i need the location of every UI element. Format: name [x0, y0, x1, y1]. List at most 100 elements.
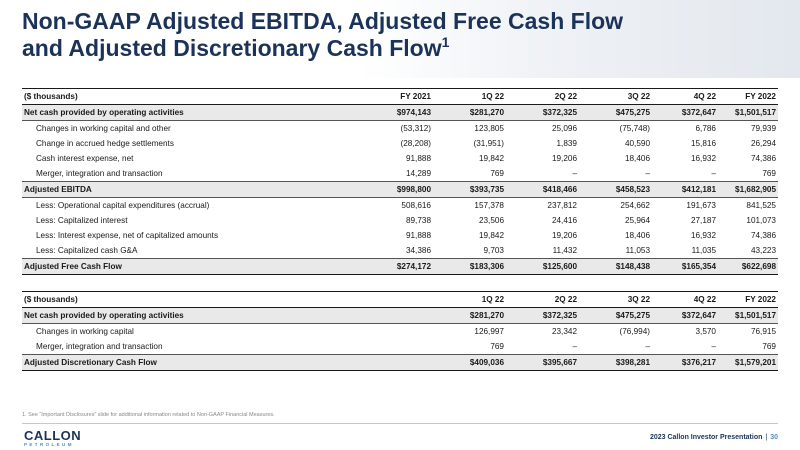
cell: 24,416 [551, 216, 577, 225]
cell: 79,939 [750, 124, 776, 133]
cell: $418,466 [506, 181, 579, 198]
cell: $281,270 [433, 104, 506, 121]
cell: $372,647 [652, 104, 718, 121]
cell: 3,570 [695, 327, 717, 336]
cell: $165,354 [652, 258, 718, 275]
cell: 23,342 [551, 327, 577, 336]
discretionary-cash-flow-table: ($ thousands) 1Q 22 2Q 22 3Q 22 4Q 22 FY 2022… [22, 291, 778, 371]
header-row: ($ thousands) 1Q 22 2Q 22 3Q 22 4Q 22 FY 2022 [22, 291, 778, 308]
cell: 769 [762, 342, 776, 351]
row-label: Less: Capitalized interest [36, 216, 128, 225]
cell: 18,406 [624, 231, 650, 240]
table-row: Adjusted Free Cash Flow $274,172 $183,306 $… [22, 258, 778, 275]
cell: $974,143 [340, 104, 433, 121]
table-row: Cash interest expense, net 91,888 19,842 19… [22, 151, 778, 166]
cell: 19,842 [478, 154, 504, 163]
cell: $372,647 [652, 307, 718, 324]
table-row: Less: Operational capital expenditures (… [22, 198, 778, 214]
cell: 76,915 [750, 327, 776, 336]
cell: 19,206 [551, 231, 577, 240]
empty-cell [340, 307, 433, 324]
cell: 841,525 [746, 201, 776, 210]
separator: | [765, 434, 768, 441]
cell: $1,501,517 [718, 104, 778, 121]
cell: 91,888 [405, 231, 431, 240]
cell: (75,748) [619, 124, 651, 133]
cell: – [711, 169, 716, 178]
table-row: Merger, integration and transaction 769 – –… [22, 339, 778, 355]
cell: $372,325 [506, 307, 579, 324]
cell: (28,208) [400, 139, 432, 148]
cell: 14,289 [405, 169, 431, 178]
cell: 25,096 [551, 124, 577, 133]
cell: 25,964 [624, 216, 650, 225]
row-label: Adjusted EBITDA [22, 181, 340, 198]
logo: CALLON PETROLEUM [24, 429, 81, 448]
slide-title: Non-GAAP Adjusted EBITDA, Adjusted Free … [22, 8, 623, 62]
cell: 126,997 [474, 327, 504, 336]
column-header: FY 2021 [340, 88, 433, 105]
column-header: FY 2022 [718, 291, 778, 308]
cell: 23,506 [478, 216, 504, 225]
footer: 2023 Callon Investor Presentation | 30 [650, 434, 778, 441]
cell: 191,673 [686, 201, 716, 210]
cell: $148,438 [579, 258, 652, 275]
row-label: Less: Operational capital expenditures (… [36, 201, 210, 210]
cell: 11,432 [552, 246, 577, 255]
row-label: Merger, integration and transaction [36, 169, 163, 178]
row-label: Change in accrued hedge settlements [36, 139, 174, 148]
row-label: Merger, integration and transaction [36, 342, 163, 351]
footer-text: 2023 Callon Investor Presentation [649, 434, 763, 441]
cell: 89,738 [405, 216, 431, 225]
column-header: 2Q 22 [506, 291, 579, 308]
page-number: 30 [770, 434, 778, 441]
cell: (53,312) [400, 124, 432, 133]
table-row: Merger, integration and transaction 14,28… [22, 166, 778, 182]
table-row: Changes in working capital 126,997 23,342 (… [22, 324, 778, 340]
column-header: 1Q 22 [433, 291, 506, 308]
cell: – [572, 342, 577, 351]
title-line: Non-GAAP Adjusted EBITDA, Adjusted Free … [22, 8, 624, 34]
cell: 40,590 [624, 139, 650, 148]
cell: 19,842 [478, 231, 504, 240]
cell: $125,600 [506, 258, 579, 275]
cell: $183,306 [433, 258, 506, 275]
cell: 26,294 [750, 139, 776, 148]
cell: 15,816 [690, 139, 716, 148]
cell: 237,812 [547, 201, 577, 210]
column-header: FY 2022 [718, 88, 778, 105]
cell: $376,217 [652, 354, 718, 371]
empty-cell [340, 354, 433, 371]
table-row: Less: Capitalized interest 89,738 23,506 24… [22, 213, 778, 228]
column-header: 1Q 22 [433, 88, 506, 105]
cell: $395,667 [506, 354, 579, 371]
footer-rule [22, 423, 778, 424]
table-row: Less: Capitalized cash G&A 34,386 9,703 11,… [22, 243, 778, 259]
cell: (31,951) [473, 139, 505, 148]
cell: 157,378 [474, 201, 504, 210]
cell: 16,932 [690, 231, 716, 240]
cell: 769 [490, 342, 504, 351]
cell: $458,523 [579, 181, 652, 198]
cell: 19,206 [551, 154, 577, 163]
logo-name: CALLON [24, 428, 82, 443]
cell: 123,805 [474, 124, 504, 133]
column-header: 2Q 22 [506, 88, 579, 105]
cell: 43,223 [750, 246, 776, 255]
cell: 18,406 [624, 154, 650, 163]
empty-cell [340, 291, 433, 308]
cell: 508,616 [401, 201, 431, 210]
cell: $398,281 [579, 354, 652, 371]
cell: 74,386 [750, 231, 776, 240]
cell: 16,932 [690, 154, 716, 163]
cell: $475,275 [579, 307, 652, 324]
row-label: Net cash provided by operating activitie… [22, 104, 340, 121]
title-line: and Adjusted Discretionary Cash Flow [22, 35, 442, 61]
cell: 101,073 [746, 216, 776, 225]
column-header: ($ thousands) [22, 88, 340, 105]
table-row: Changes in working capital and other (53,… [22, 121, 778, 137]
table-row: Change in accrued hedge settlements (28,2… [22, 136, 778, 151]
cell: 34,386 [405, 246, 431, 255]
table-row: Less: Interest expense, net of capitaliz… [22, 228, 778, 243]
